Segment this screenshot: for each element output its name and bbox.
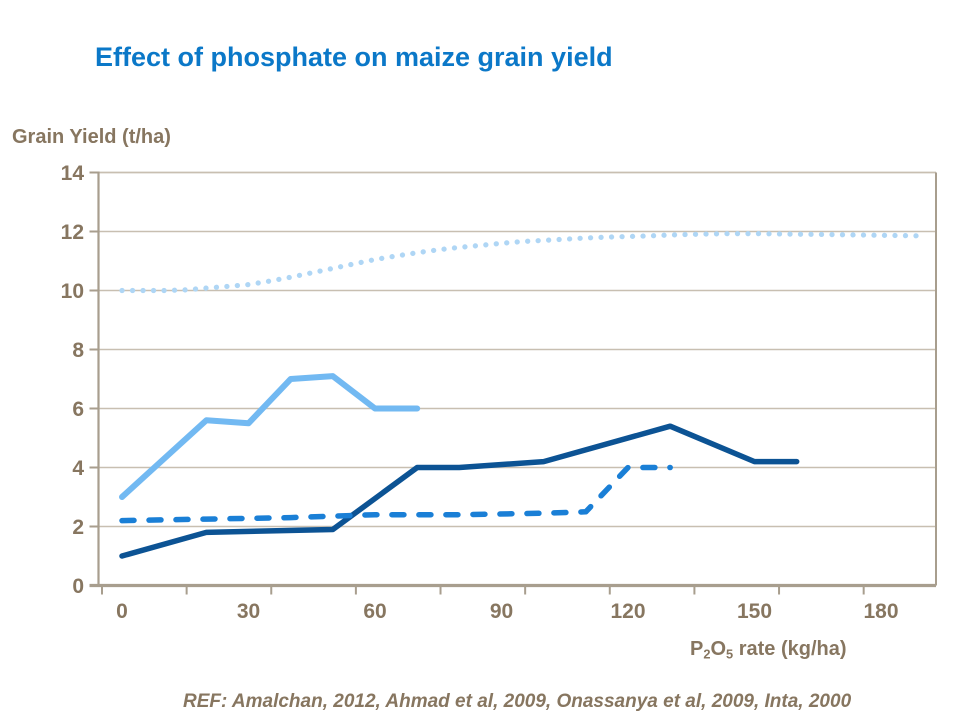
y-tick-label-12: 12	[61, 221, 84, 244]
x-axis-title-sub2: 2	[703, 646, 711, 662]
x-tick-label-90: 90	[490, 600, 513, 623]
series-navy-solid-line	[119, 423, 800, 559]
y-tick-label-4: 4	[72, 457, 84, 480]
y-axis-title: Grain Yield (t/ha)	[12, 126, 171, 148]
y-tick-label-14: 14	[61, 162, 85, 185]
series-blue-dashed-line	[119, 464, 673, 524]
x-axis-title-sub5: 5	[726, 646, 734, 662]
x-axis-title-o: O	[710, 638, 727, 660]
series-light-blue-solid-line	[119, 373, 421, 500]
x-tick-label-0: 0	[116, 600, 128, 623]
y-tick-label-2: 2	[72, 516, 84, 539]
reference-text: Amalchan, 2012, Ahmad et al, 2009, Onass…	[227, 691, 852, 712]
y-tick-label-0: 0	[72, 575, 84, 598]
x-tick-label-120: 120	[610, 600, 645, 623]
x-tick-label-180: 180	[863, 600, 898, 623]
page-title: Effect of phosphate on maize grain yield	[95, 42, 613, 72]
x-axis-title: P2O5 rate (kg/ha)	[690, 638, 847, 662]
x-tick-label-30: 30	[237, 600, 260, 623]
series-pale-blue-dotted-curve	[119, 231, 926, 294]
x-tick-label-150: 150	[737, 600, 772, 623]
x-axis-title-p: P	[690, 638, 704, 660]
reference-citation: REF: Amalchan, 2012, Ahmad et al, 2009, …	[183, 691, 851, 713]
x-axis-title-rest: rate (kg/ha)	[733, 638, 847, 660]
x-tick-label-60: 60	[363, 600, 386, 623]
reference-label: REF:	[183, 691, 228, 712]
y-tick-label-6: 6	[72, 398, 84, 421]
y-tick-label-10: 10	[61, 280, 84, 303]
y-tick-label-8: 8	[72, 339, 84, 362]
